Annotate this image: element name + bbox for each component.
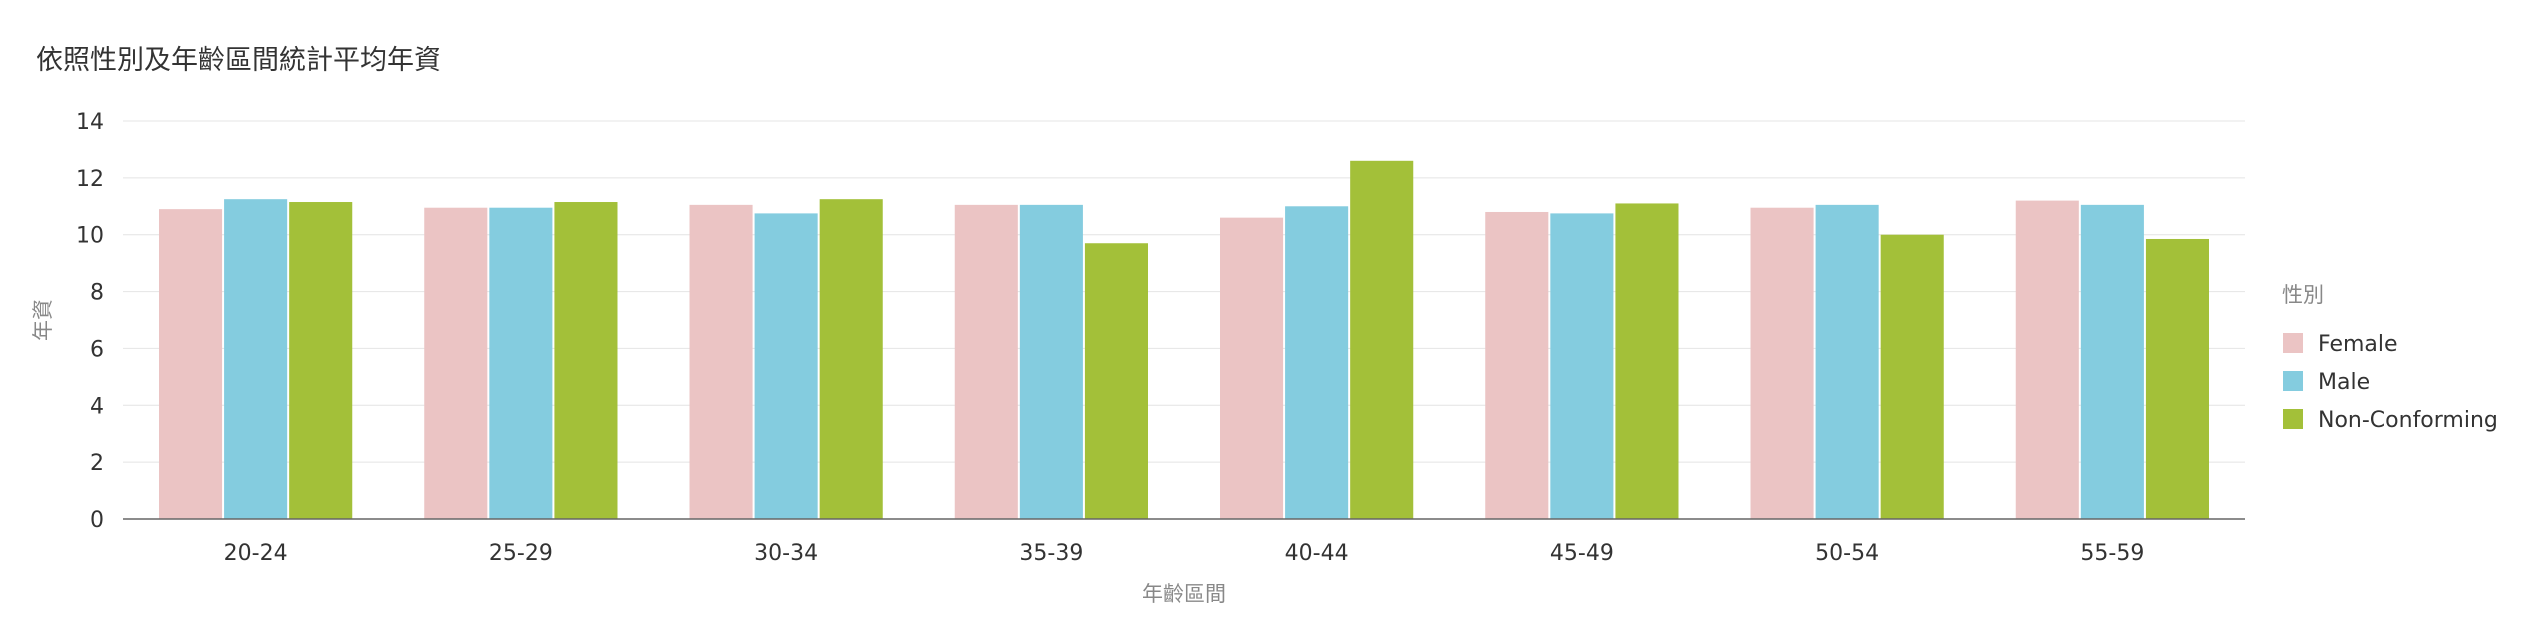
x-tick-label: 30-34 xyxy=(754,541,818,566)
y-tick-label: 10 xyxy=(76,224,104,249)
bar-non-conforming-35-39[interactable] xyxy=(1084,243,1148,519)
x-axis-title: 年齡區間 xyxy=(1142,582,1226,606)
bar-male-50-54[interactable] xyxy=(1815,204,1879,519)
bar-non-conforming-25-29[interactable] xyxy=(554,202,618,519)
bar-non-conforming-45-49[interactable] xyxy=(1615,203,1679,519)
y-tick-label: 4 xyxy=(90,394,104,419)
y-tick-label: 0 xyxy=(90,508,104,533)
bar-female-45-49[interactable] xyxy=(1485,211,1549,519)
chart-title: 依照性別及年齡區間統計平均年資 xyxy=(36,45,441,76)
x-tick-label: 45-49 xyxy=(1550,541,1614,566)
bar-non-conforming-20-24[interactable] xyxy=(289,202,353,519)
bar-male-35-39[interactable] xyxy=(1019,204,1083,519)
bar-non-conforming-55-59[interactable] xyxy=(2145,238,2209,519)
legend-title: 性別 xyxy=(2282,283,2324,307)
x-tick-label: 35-39 xyxy=(1019,541,1083,566)
bar-female-25-29[interactable] xyxy=(424,207,488,519)
bar-female-50-54[interactable] xyxy=(1750,207,1814,519)
y-tick-label: 12 xyxy=(76,167,104,192)
legend-swatch xyxy=(2283,333,2303,353)
legend-item-label[interactable]: Female xyxy=(2318,332,2398,357)
y-tick-label: 2 xyxy=(90,451,104,476)
bar-non-conforming-30-34[interactable] xyxy=(819,199,883,519)
bar-male-20-24[interactable] xyxy=(224,199,288,519)
x-tick-labels: 20-24 25-29 30-34 35-39 40-44 45-49 50-54 55-59 xyxy=(224,541,2145,566)
bar-non-conforming-40-44[interactable] xyxy=(1350,160,1414,520)
y-tick-labels: 0 2 4 6 8 10 12 14 xyxy=(76,110,104,533)
bar-female-35-39[interactable] xyxy=(954,204,1018,519)
x-tick-label: 20-24 xyxy=(224,541,288,566)
legend-swatch xyxy=(2283,409,2303,429)
bar-female-55-59[interactable] xyxy=(2015,200,2079,519)
x-tick-label: 55-59 xyxy=(2080,541,2144,566)
legend-item-label[interactable]: Male xyxy=(2318,370,2370,395)
y-tick-label: 6 xyxy=(90,337,104,362)
bar-female-20-24[interactable] xyxy=(159,209,223,519)
bar-female-40-44[interactable] xyxy=(1220,217,1284,519)
y-axis-title: 年資 xyxy=(31,299,55,341)
x-tick-label: 25-29 xyxy=(489,541,553,566)
bar-male-25-29[interactable] xyxy=(489,207,553,519)
bars xyxy=(159,160,2209,520)
x-tick-label: 40-44 xyxy=(1285,541,1349,566)
bar-male-30-34[interactable] xyxy=(754,213,818,519)
legend: 性別 Female Male Non-Conforming xyxy=(2282,283,2498,433)
y-tick-label: 8 xyxy=(90,281,104,306)
legend-item-label[interactable]: Non-Conforming xyxy=(2318,408,2498,433)
bar-non-conforming-50-54[interactable] xyxy=(1880,234,1944,519)
bar-male-55-59[interactable] xyxy=(2080,204,2144,519)
bar-male-40-44[interactable] xyxy=(1285,206,1349,520)
y-tick-label: 14 xyxy=(76,110,104,135)
bar-male-45-49[interactable] xyxy=(1550,213,1614,519)
x-tick-label: 50-54 xyxy=(1815,541,1879,566)
legend-swatch xyxy=(2283,371,2303,391)
bar-female-30-34[interactable] xyxy=(689,204,753,519)
